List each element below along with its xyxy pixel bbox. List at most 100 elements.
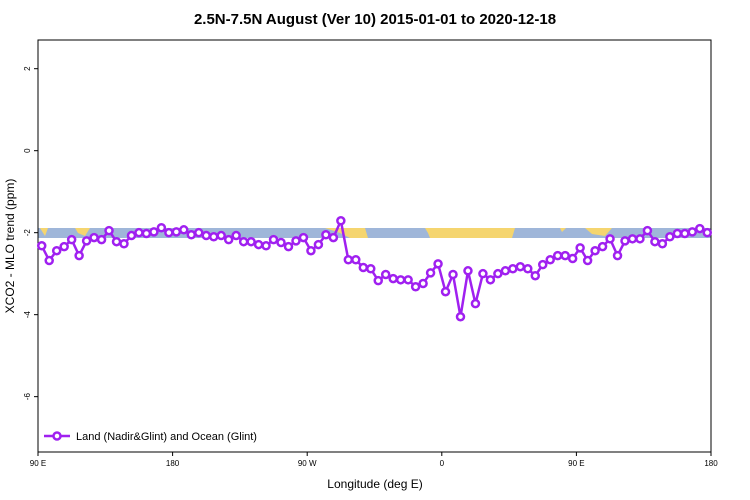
data-point	[672, 228, 683, 239]
data-point	[223, 234, 234, 245]
data-point	[366, 264, 376, 274]
data-point	[523, 264, 533, 274]
data-point	[89, 232, 99, 243]
data-point	[545, 254, 555, 265]
data-point	[440, 286, 451, 297]
data-point	[343, 254, 354, 265]
data-point	[597, 241, 608, 252]
data-point	[119, 238, 129, 249]
data-point	[298, 232, 309, 243]
data-point	[291, 236, 301, 246]
legend-label: Land (Nadir&Glint) and Ocean (Glint)	[76, 431, 257, 443]
x-axis-label: Longitude (deg E)	[327, 477, 422, 491]
data-point	[373, 275, 383, 286]
data-point	[238, 236, 249, 247]
x-tick-label: 90 E	[568, 459, 584, 468]
data-point	[51, 245, 62, 256]
data-point	[493, 268, 503, 279]
x-tick-label: 180	[166, 459, 180, 468]
map-strip	[38, 228, 711, 238]
data-point	[358, 262, 369, 273]
data-point	[186, 229, 197, 240]
data-point	[575, 243, 585, 253]
data-point	[425, 268, 436, 278]
y-tick-label: -6	[23, 393, 32, 401]
data-point	[470, 298, 481, 309]
data-point	[104, 225, 114, 236]
data-point	[201, 230, 211, 241]
data-point	[96, 234, 107, 245]
data-point	[538, 259, 548, 270]
data-point	[680, 228, 690, 239]
x-tick-label: 0	[440, 459, 445, 468]
data-point	[261, 241, 271, 251]
data-point	[627, 234, 638, 244]
data-point	[59, 241, 69, 252]
data-point	[283, 241, 294, 252]
data-point	[552, 250, 563, 261]
data-point	[321, 229, 331, 240]
data-point	[149, 227, 159, 237]
data-point	[650, 236, 660, 247]
data-point	[642, 225, 653, 236]
data-point	[388, 273, 398, 284]
x-tick-label: 90 W	[298, 459, 317, 468]
data-point	[380, 269, 391, 280]
data-point	[268, 234, 279, 245]
data-point	[328, 232, 339, 243]
data-point	[687, 227, 698, 237]
data-point	[665, 232, 675, 242]
data-point	[418, 278, 428, 289]
data-point	[695, 223, 705, 234]
y-tick-label: -2	[23, 229, 32, 237]
data-point	[620, 236, 630, 246]
data-point	[433, 259, 443, 269]
y-tick-label: -4	[23, 311, 32, 319]
data-point	[66, 234, 77, 245]
legend-marker	[52, 431, 62, 441]
data-point	[530, 270, 541, 281]
data-point	[455, 311, 466, 322]
data-point	[410, 282, 421, 292]
data-point	[582, 255, 593, 266]
data-point	[231, 230, 241, 241]
data-point	[515, 261, 526, 272]
x-tick-label: 90 E	[30, 459, 46, 468]
data-point	[313, 239, 324, 250]
data-point	[253, 239, 264, 250]
data-point	[194, 227, 204, 238]
data-point	[485, 275, 496, 285]
y-tick-label: 0	[23, 148, 32, 153]
data-point	[306, 245, 316, 256]
data-point	[590, 245, 600, 256]
data-point	[141, 228, 152, 239]
data-point	[336, 216, 346, 226]
data-point	[351, 254, 361, 265]
data-point	[171, 227, 182, 237]
data-point	[560, 250, 570, 261]
data-point	[74, 250, 84, 261]
data-point	[702, 227, 713, 238]
data-point	[635, 234, 645, 244]
y-tick-label: 2	[23, 66, 32, 71]
data-point	[36, 241, 47, 251]
data-point	[657, 238, 668, 249]
data-point	[276, 237, 286, 248]
data-point	[111, 236, 122, 247]
data-point	[246, 236, 256, 247]
data-point	[612, 250, 623, 261]
data-point	[448, 269, 458, 280]
data-point	[395, 275, 406, 285]
data-point	[500, 266, 511, 276]
data-point	[463, 266, 473, 276]
data-point	[567, 253, 578, 264]
data-point	[208, 232, 219, 242]
data-point	[508, 264, 518, 274]
y-axis-label: XCO2 - MLO trend (ppm)	[3, 179, 17, 314]
plot-frame	[37, 39, 712, 453]
data-point	[164, 227, 174, 238]
data-point	[134, 227, 144, 238]
data-point	[81, 236, 92, 246]
chart-title: 2.5N-7.5N August (Ver 10) 2015-01-01 to …	[194, 11, 556, 28]
